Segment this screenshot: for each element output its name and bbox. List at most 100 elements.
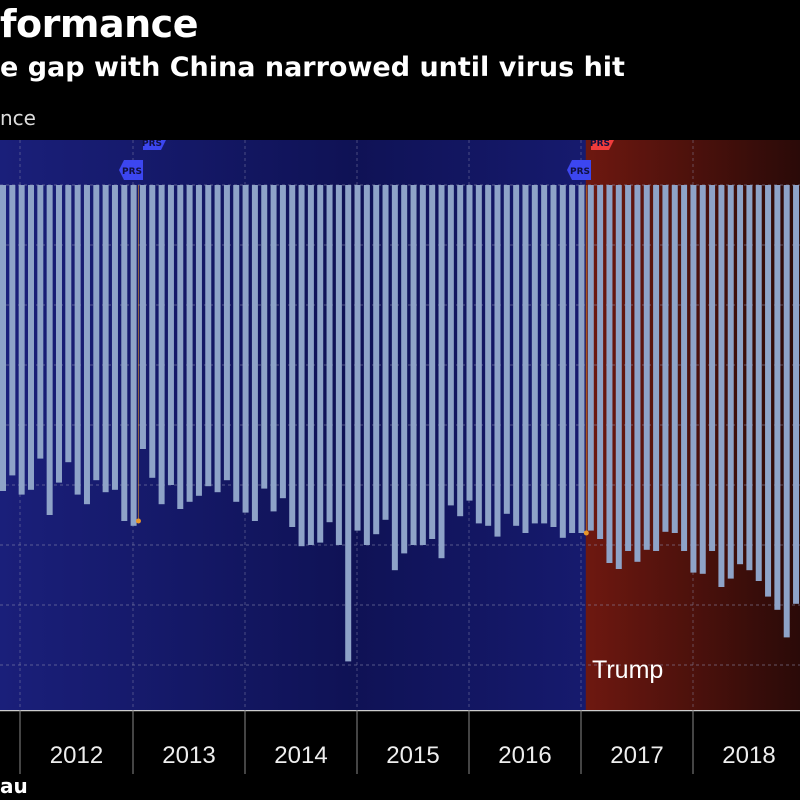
bar [709, 185, 716, 551]
bar [0, 185, 6, 491]
event-marker-dot [135, 518, 141, 524]
prs-flag-blue[interactable]: PRS [142, 140, 167, 150]
bar [83, 185, 90, 505]
bar [401, 185, 408, 554]
bar [65, 185, 72, 463]
bar [597, 185, 604, 539]
bar [765, 185, 772, 597]
region-label-trump: Trump [592, 656, 663, 684]
bar [205, 185, 212, 487]
bar [606, 185, 613, 563]
bar [158, 185, 165, 505]
bar [37, 185, 44, 459]
bar [671, 185, 678, 533]
bar [699, 185, 706, 574]
bar [587, 185, 594, 531]
bar [522, 185, 529, 533]
bar [289, 185, 296, 527]
prs-flag-blue[interactable]: PRS [567, 160, 591, 180]
bar [46, 185, 53, 515]
chart-title: formance [0, 2, 198, 46]
bar [111, 185, 118, 490]
bar [93, 185, 100, 481]
x-tick-label: 2012 [49, 742, 104, 769]
bar [186, 185, 193, 502]
bar [727, 185, 734, 579]
bar [307, 185, 314, 545]
event-marker-dot [583, 530, 589, 536]
bar [419, 185, 426, 545]
x-tick-label: 2014 [274, 742, 328, 769]
bar [578, 185, 585, 533]
bar [223, 185, 230, 481]
source-note: au [0, 774, 28, 798]
bar [167, 185, 174, 485]
x-tick-label: 2015 [386, 742, 440, 769]
bar [335, 185, 342, 545]
bar [130, 185, 137, 526]
y-axis-unit-label: nce [0, 106, 36, 130]
bar [494, 185, 501, 537]
bar [531, 185, 538, 524]
bar [438, 185, 445, 559]
prs-flag-label: PRS [142, 140, 162, 149]
bar [195, 185, 202, 496]
bar [18, 185, 25, 495]
bar [251, 185, 258, 521]
bar [177, 185, 184, 509]
bar [121, 185, 128, 521]
bar [27, 185, 34, 490]
bar [457, 185, 464, 517]
bar [737, 185, 744, 565]
x-tick-label: 2017 [610, 742, 664, 769]
bar [55, 185, 62, 483]
bar [466, 185, 473, 501]
bar-chart: PRS PRS PRS PRS Trump [0, 140, 800, 710]
bar [475, 185, 482, 524]
bar [653, 185, 660, 551]
bar [382, 185, 389, 520]
chart-subtitle: e gap with China narrowed until virus hi… [0, 52, 625, 83]
prs-flag-label: PRS [590, 140, 610, 149]
bar [755, 185, 762, 581]
bar [74, 185, 81, 495]
bar [625, 185, 632, 551]
bar [541, 185, 548, 524]
bar [279, 185, 286, 499]
bar [429, 185, 436, 539]
prs-flag-red[interactable]: PRS [590, 140, 615, 150]
bar [793, 185, 800, 604]
prs-flag-label: PRS [570, 167, 590, 177]
x-tick-label: 2016 [498, 742, 552, 769]
bar [242, 185, 249, 513]
bar [485, 185, 492, 526]
bar [391, 185, 398, 571]
prs-flag-label: PRS [122, 167, 142, 177]
bar [214, 185, 221, 493]
bar [317, 185, 324, 543]
bar [615, 185, 622, 569]
bar [447, 185, 454, 506]
bar [345, 185, 352, 662]
bar [774, 185, 781, 610]
bar [718, 185, 725, 587]
bar [233, 185, 240, 502]
bar [298, 185, 305, 547]
bar [139, 185, 146, 449]
bar [513, 185, 520, 526]
bar [783, 185, 790, 638]
bar [9, 185, 16, 476]
bar [569, 185, 576, 533]
bar [634, 185, 641, 562]
bar [326, 185, 333, 523]
bar [690, 185, 697, 573]
bar [102, 185, 109, 493]
x-tick-label: 2018 [722, 742, 776, 769]
bar [363, 185, 370, 545]
prs-flag-blue[interactable]: PRS [119, 160, 143, 180]
x-axis [0, 709, 800, 775]
bar [149, 185, 156, 478]
bar [681, 185, 688, 551]
bar [270, 185, 277, 512]
bar [354, 185, 361, 531]
